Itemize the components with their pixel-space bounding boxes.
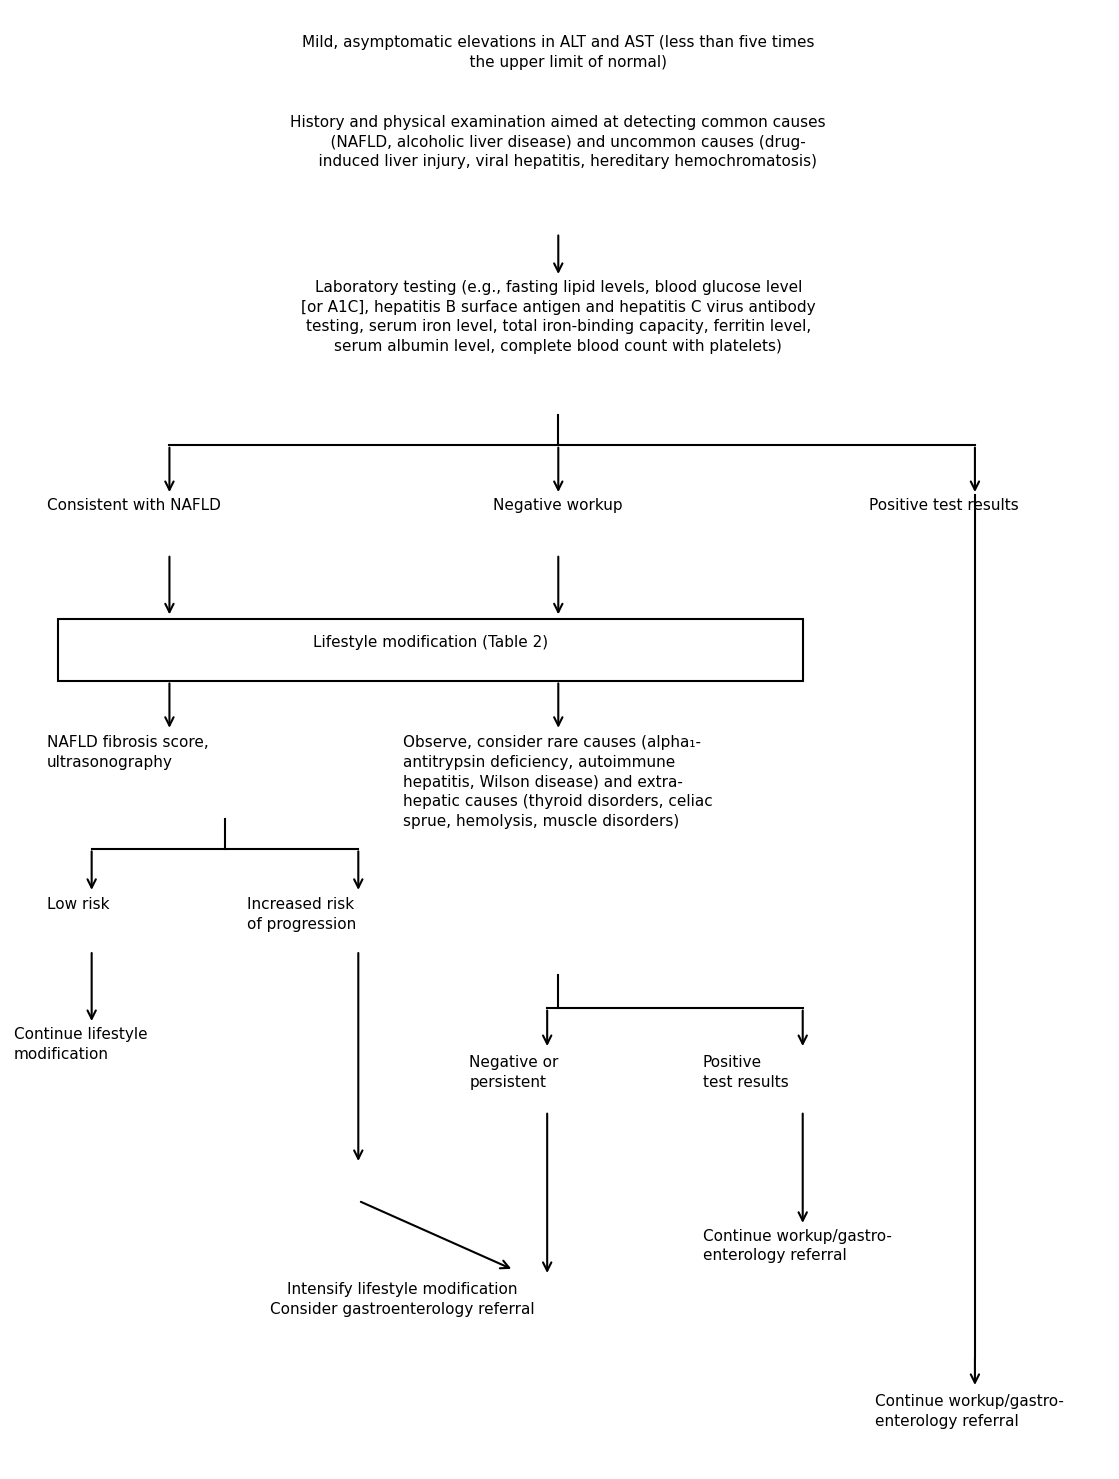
Text: Increased risk
of progression: Increased risk of progression [247,898,357,932]
Text: NAFLD fibrosis score,
ultrasonography: NAFLD fibrosis score, ultrasonography [47,735,209,771]
Text: Mild, asymptomatic elevations in ALT and AST (less than five times
    the upper: Mild, asymptomatic elevations in ALT and… [302,35,815,70]
Text: Lifestyle modification (Table 2): Lifestyle modification (Table 2) [313,634,548,649]
Text: Positive test results: Positive test results [869,498,1019,513]
Text: Negative workup: Negative workup [493,498,623,513]
FancyBboxPatch shape [58,618,802,680]
Text: Continue lifestyle
modification: Continue lifestyle modification [13,1026,148,1062]
Text: Consistent with NAFLD: Consistent with NAFLD [47,498,222,513]
Text: Laboratory testing (e.g., fasting lipid levels, blood glucose level
[or A1C], he: Laboratory testing (e.g., fasting lipid … [301,280,816,353]
Text: Positive
test results: Positive test results [703,1055,789,1090]
Text: Continue workup/gastro-
enterology referral: Continue workup/gastro- enterology refer… [875,1393,1064,1429]
Text: Intensify lifestyle modification
Consider gastroenterology referral: Intensify lifestyle modification Conside… [271,1282,535,1316]
Text: Observe, consider rare causes (alpha₁-
antitrypsin deficiency, autoimmune
hepati: Observe, consider rare causes (alpha₁- a… [403,735,713,830]
Text: History and physical examination aimed at detecting common causes
    (NAFLD, al: History and physical examination aimed a… [291,115,826,170]
Text: Continue workup/gastro-
enterology referral: Continue workup/gastro- enterology refer… [703,1229,892,1263]
Text: Low risk: Low risk [47,898,110,913]
Text: Negative or
persistent: Negative or persistent [469,1055,558,1090]
